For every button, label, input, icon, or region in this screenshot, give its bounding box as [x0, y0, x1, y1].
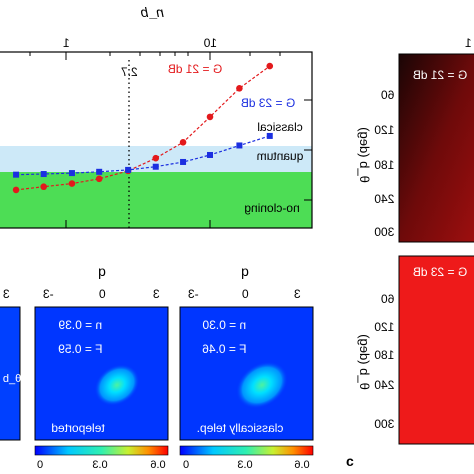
series-0-point-0 [12, 186, 20, 194]
series-0-point-2 [68, 180, 76, 187]
wigner-2-tick-pos: 3 [294, 287, 301, 301]
theta-tick-180: 180 [374, 158, 394, 172]
x-axis-title: n_b [140, 4, 164, 20]
series-0-point-8 [236, 85, 243, 92]
partial-tick: 3 [3, 287, 10, 301]
theta-tick-120: 120 [374, 123, 394, 137]
top-axis-ticks [29, 52, 312, 228]
theta-tick-60: 60 [381, 88, 395, 102]
series-1-point-0 [13, 171, 20, 178]
wigner-2-axis-title: q [241, 263, 249, 279]
series-1-point-8 [236, 142, 243, 149]
wigner-2-tick-0: 0 [242, 287, 249, 301]
series-1-point-5 [152, 163, 159, 170]
series-0-point-6 [179, 138, 187, 146]
series-1-point-9 [266, 132, 273, 139]
theta-tick-180-b: 180 [374, 348, 394, 362]
theta-map-23db: G = 23 dB 60 120 180 240 300 θ_b (deg) c [346, 255, 474, 469]
wigner-1-frame [34, 306, 169, 441]
wigner-2-nth: n = 0.30 [202, 318, 246, 332]
panel-label-c: c [346, 453, 354, 469]
series-1-point-6 [180, 158, 187, 165]
theta-map-21db: 1 G = 21 dB 60 120 180 240 300 θ_b (deg) [357, 36, 474, 243]
theta-map-21db-title: G = 21 dB [413, 68, 467, 82]
theta-map-23db-title: G = 23 dB [413, 265, 467, 279]
wigner-2-caption: classically telep. [197, 421, 284, 435]
colorbar-left-tick-06: 0.6 [150, 459, 165, 471]
theta-map-21db-frame [398, 53, 474, 243]
theta-map-21db-fill [399, 54, 474, 242]
theta-map-23db-fill [399, 256, 474, 444]
wigner-panel-partial-fill [0, 307, 20, 440]
partial-symbol: θ_b [3, 373, 21, 385]
series-line-0 [16, 65, 271, 191]
wigner-1-fidelity: F = 0.59 [58, 342, 103, 356]
series-0-point-1 [40, 183, 47, 191]
series-layer [12, 62, 274, 194]
x-tick-1: 1 [63, 36, 70, 50]
region-label-nocloning: no-cloning [244, 201, 299, 215]
wigner-2-blob [236, 361, 288, 409]
colorbars: 0 0.3 0.6 0 0.3 0.6 [34, 445, 314, 471]
wigner-1-axis-title: q [98, 263, 106, 279]
wigner-1-caption: teleported [51, 421, 104, 435]
theta-map-23db-ticks: 60 120 180 240 300 [374, 292, 394, 431]
colorbar-right [179, 445, 314, 456]
series-line-1 [16, 135, 270, 176]
series-1-point-7 [207, 151, 213, 158]
series-0-point-7 [206, 113, 214, 121]
threshold-label: 2.7 [121, 65, 138, 79]
nocloning-region [0, 172, 312, 228]
region-label-quantum: quantum [257, 149, 304, 163]
theta-tick-240-b: 240 [374, 378, 394, 392]
series-1-point-2 [68, 170, 75, 177]
series-0-point-9 [266, 62, 274, 70]
colorbar-left-tick-03: 0.3 [92, 459, 107, 471]
theta-map-21db-axis-label: θ_b (deg) [357, 127, 372, 183]
wigner-2-frame [179, 306, 314, 441]
wigner-1-nth: n = 0.39 [58, 318, 102, 332]
series-0-point-5 [152, 154, 160, 162]
x-tick-10: 10 [203, 36, 217, 50]
wigner-panel-partial-frame [0, 306, 21, 441]
series-0-point-3 [95, 175, 103, 183]
wigner-panel-classical: q -3 0 3 n = 0.30 F = 0.46 classically t… [179, 263, 314, 441]
theta-tick-240: 240 [374, 192, 394, 206]
series-1-point-3 [96, 168, 103, 175]
theta-tick-300: 300 [374, 225, 394, 239]
right-top-tick: 1 [465, 36, 472, 50]
colorbar-left [34, 445, 169, 456]
wigner-panel-teleported: q -3 0 3 n = 0.39 F = 0.59 teleported [34, 263, 169, 441]
wigner-1-tick-0: 0 [99, 287, 106, 301]
wigner-panel-partial: 3 θ_b [0, 287, 21, 441]
colorbar-right-tick-06: 0.6 [294, 459, 309, 471]
wigner-2-fidelity: F = 0.46 [202, 342, 247, 356]
theta-tick-300-b: 300 [374, 417, 394, 431]
theta-tick-60-b: 60 [381, 292, 395, 306]
colorbar-right-tick-03: 0.3 [237, 459, 252, 471]
wigner-1-blob [94, 364, 140, 406]
fidelity-vs-nb-plot: 1 10 n_b 2.7 G = 21 dB G = 23 dB classic… [0, 4, 313, 229]
theta-map-23db-frame [398, 255, 474, 445]
theta-tick-120-b: 120 [374, 320, 394, 334]
series-label-blue: G = 23 dB [241, 96, 295, 110]
theta-map-21db-ticks: 60 120 180 240 300 [374, 88, 394, 239]
plot-frame [0, 51, 313, 229]
series-1-point-4 [125, 166, 132, 173]
theta-map-23db-axis-label: θ_b (deg) [357, 334, 372, 390]
series-1-point-1 [40, 171, 47, 178]
wigner-2-tick-neg: -3 [188, 287, 199, 301]
colorbar-right-tick-0: 0 [183, 459, 189, 471]
wigner-1-tick-neg: -3 [43, 287, 54, 301]
region-label-classical: classical [257, 120, 302, 134]
wigner-1-tick-pos: 3 [153, 287, 160, 301]
colorbar-left-tick-0: 0 [37, 459, 43, 471]
series-label-red: G = 21 dB [168, 62, 222, 76]
